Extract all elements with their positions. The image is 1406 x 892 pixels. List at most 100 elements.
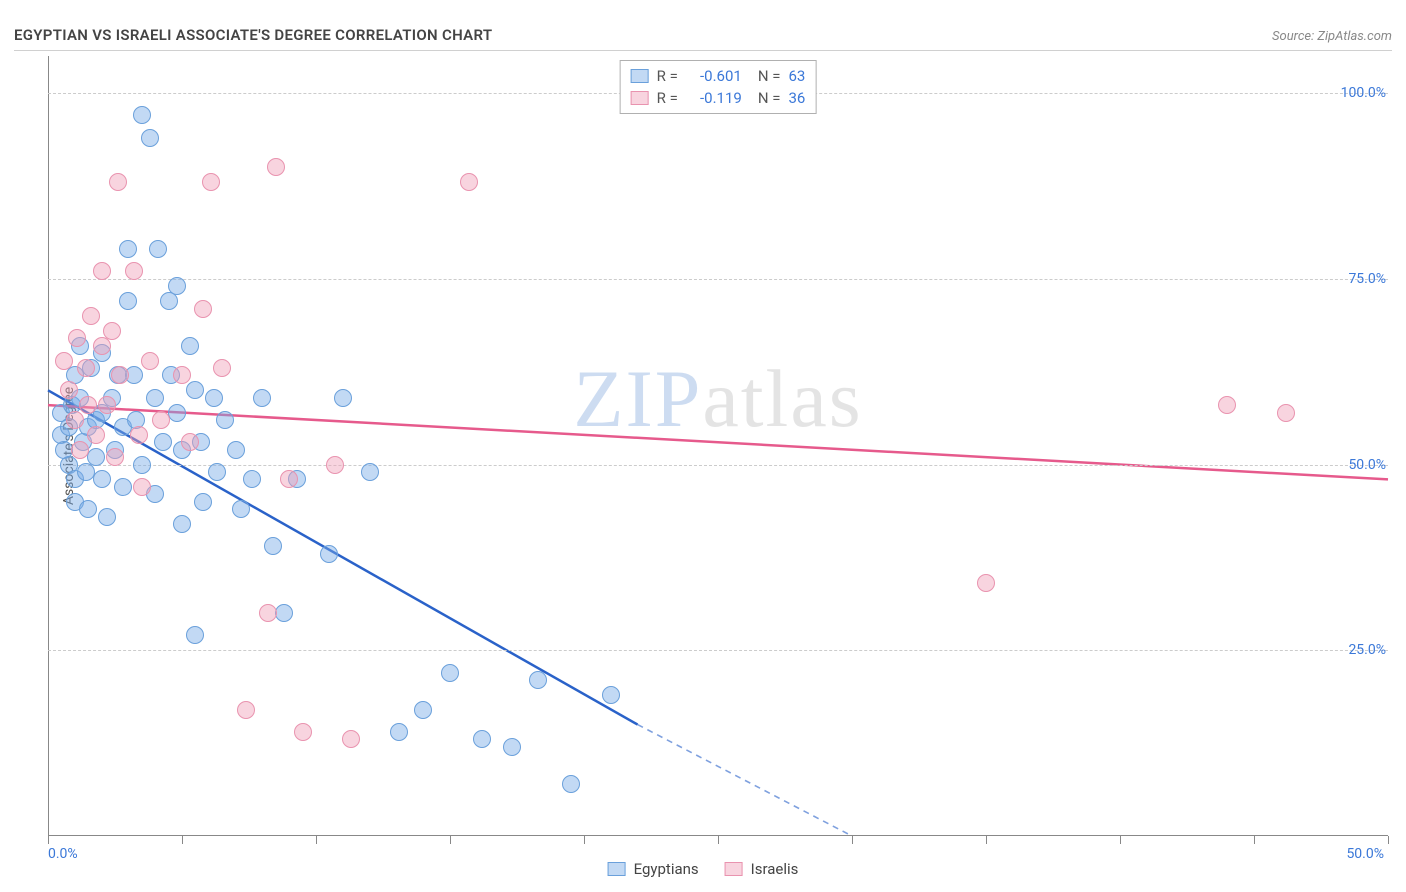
x-tick [450, 836, 451, 844]
x-tick [1388, 836, 1389, 844]
legend-label: Egyptians [634, 860, 699, 878]
y-tick-label: 50.0% [1348, 457, 1390, 473]
scatter-point [141, 129, 159, 147]
legend-swatch [725, 862, 743, 876]
scatter-point [414, 701, 432, 719]
scatter-point [154, 433, 172, 451]
stat-label: N = [758, 87, 781, 109]
scatter-point [68, 329, 86, 347]
scatter-point [114, 478, 132, 496]
scatter-point [390, 723, 408, 741]
scatter-point [243, 470, 261, 488]
x-tick [852, 836, 853, 844]
scatter-point [441, 664, 459, 682]
scatter-point [133, 106, 151, 124]
scatter-point [181, 337, 199, 355]
gridline [48, 465, 1388, 466]
legend-swatch [631, 69, 649, 83]
scatter-point [133, 456, 151, 474]
legend-swatch [608, 862, 626, 876]
scatter-point [320, 545, 338, 563]
scatter-point [977, 574, 995, 592]
stat-n-value: 63 [788, 65, 805, 87]
scatter-point [202, 173, 220, 191]
scatter-point [119, 240, 137, 258]
scatter-point [562, 775, 580, 793]
stats-box: R =-0.601N =63R =-0.119N =36 [620, 60, 817, 114]
source-attribution: Source: ZipAtlas.com [1272, 29, 1392, 44]
stat-label: R = [657, 87, 678, 109]
legend: Egyptians Israelis [608, 860, 799, 878]
scatter-point [342, 730, 360, 748]
scatter-point [98, 396, 116, 414]
scatter-point [109, 173, 127, 191]
scatter-point [55, 352, 73, 370]
scatter-point [93, 337, 111, 355]
stat-r-value: -0.119 [686, 87, 742, 109]
stat-n-value: 36 [788, 87, 805, 109]
chart-header: EGYPTIAN VS ISRAELI ASSOCIATE'S DEGREE C… [14, 16, 1392, 51]
scatter-point [82, 307, 100, 325]
scatter-point [253, 389, 271, 407]
x-tick [584, 836, 585, 844]
scatter-point [326, 456, 344, 474]
y-tick-label: 25.0% [1348, 642, 1390, 658]
scatter-point [275, 604, 293, 622]
scatter-point [168, 404, 186, 422]
gridline [48, 279, 1388, 280]
scatter-point [602, 686, 620, 704]
scatter-point [93, 262, 111, 280]
scatter-point [194, 493, 212, 511]
scatter-point [205, 389, 223, 407]
scatter-point [208, 463, 226, 481]
stat-label: N = [758, 65, 781, 87]
stats-row: R =-0.601N =63 [631, 65, 806, 87]
scatter-point [77, 359, 95, 377]
scatter-point [152, 411, 170, 429]
y-tick-label: 100.0% [1341, 85, 1390, 101]
scatter-point [294, 723, 312, 741]
x-axis-origin-label: 0.0% [48, 846, 78, 862]
scatter-point [98, 508, 116, 526]
scatter-point [237, 701, 255, 719]
scatter-point [79, 396, 97, 414]
scatter-point [1277, 404, 1295, 422]
scatter-point [232, 500, 250, 518]
x-tick [1120, 836, 1121, 844]
plot-area: ZIPatlas R =-0.601N =63R =-0.119N =36 25… [48, 56, 1388, 836]
scatter-point [141, 352, 159, 370]
scatter-point [103, 322, 121, 340]
scatter-point [119, 292, 137, 310]
chart-title: EGYPTIAN VS ISRAELI ASSOCIATE'S DEGREE C… [14, 26, 492, 44]
x-tick [718, 836, 719, 844]
regression-lines [48, 56, 1388, 836]
scatter-point [66, 411, 84, 429]
x-axis-max-label: 50.0% [1346, 846, 1384, 862]
scatter-point [173, 366, 191, 384]
legend-label: Israelis [751, 860, 799, 878]
x-tick [48, 836, 49, 844]
x-tick [316, 836, 317, 844]
scatter-point [130, 426, 148, 444]
scatter-point [173, 515, 191, 533]
x-tick [1254, 836, 1255, 844]
scatter-point [133, 478, 151, 496]
x-tick [182, 836, 183, 844]
scatter-point [280, 470, 298, 488]
scatter-point [168, 277, 186, 295]
scatter-point [111, 366, 129, 384]
scatter-point [503, 738, 521, 756]
scatter-point [1218, 396, 1236, 414]
y-tick-label: 75.0% [1348, 271, 1390, 287]
scatter-point [213, 359, 231, 377]
scatter-point [71, 441, 89, 459]
scatter-point [227, 441, 245, 459]
scatter-point [87, 448, 105, 466]
stat-label: R = [657, 65, 678, 87]
scatter-point [93, 470, 111, 488]
scatter-point [460, 173, 478, 191]
scatter-point [181, 433, 199, 451]
scatter-point [87, 426, 105, 444]
scatter-point [125, 262, 143, 280]
scatter-point [79, 500, 97, 518]
